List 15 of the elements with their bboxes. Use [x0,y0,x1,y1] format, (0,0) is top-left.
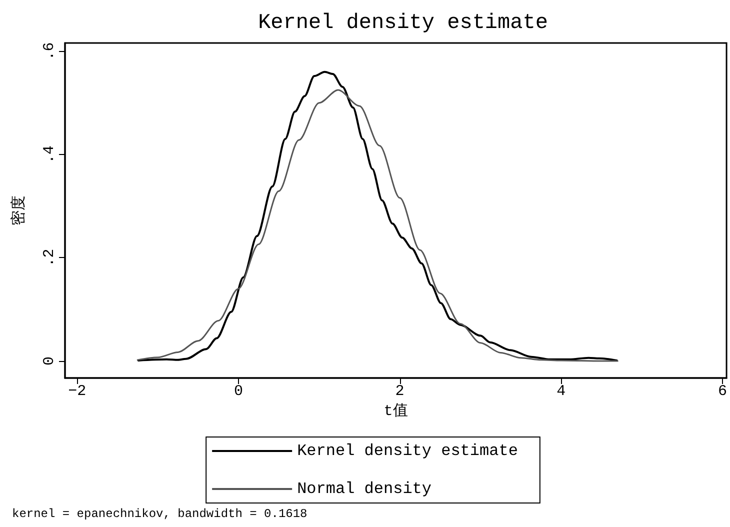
x-tick-label: 0 [234,383,243,400]
x-tick-label: −2 [68,383,86,400]
y-tick-label: .2 [41,248,58,267]
text: kernel = epanechnikov, bandwidth = 0.1618 [12,507,308,521]
legend-label: Kernel density estimate [297,442,518,460]
y-tick-label: .6 [41,42,58,60]
x-tick-label: 6 [718,383,728,400]
x-tick-label: 2 [395,383,404,400]
x-tick-label: 4 [556,383,566,400]
y-axis-title: 密度 [10,196,28,226]
legend-label: Normal density [297,480,432,498]
chart-title: Kernel density estimate [258,12,548,35]
x-axis-title: t值 [384,403,408,420]
y-tick-label: 0 [41,356,58,366]
y-tick-label: .4 [41,145,58,164]
